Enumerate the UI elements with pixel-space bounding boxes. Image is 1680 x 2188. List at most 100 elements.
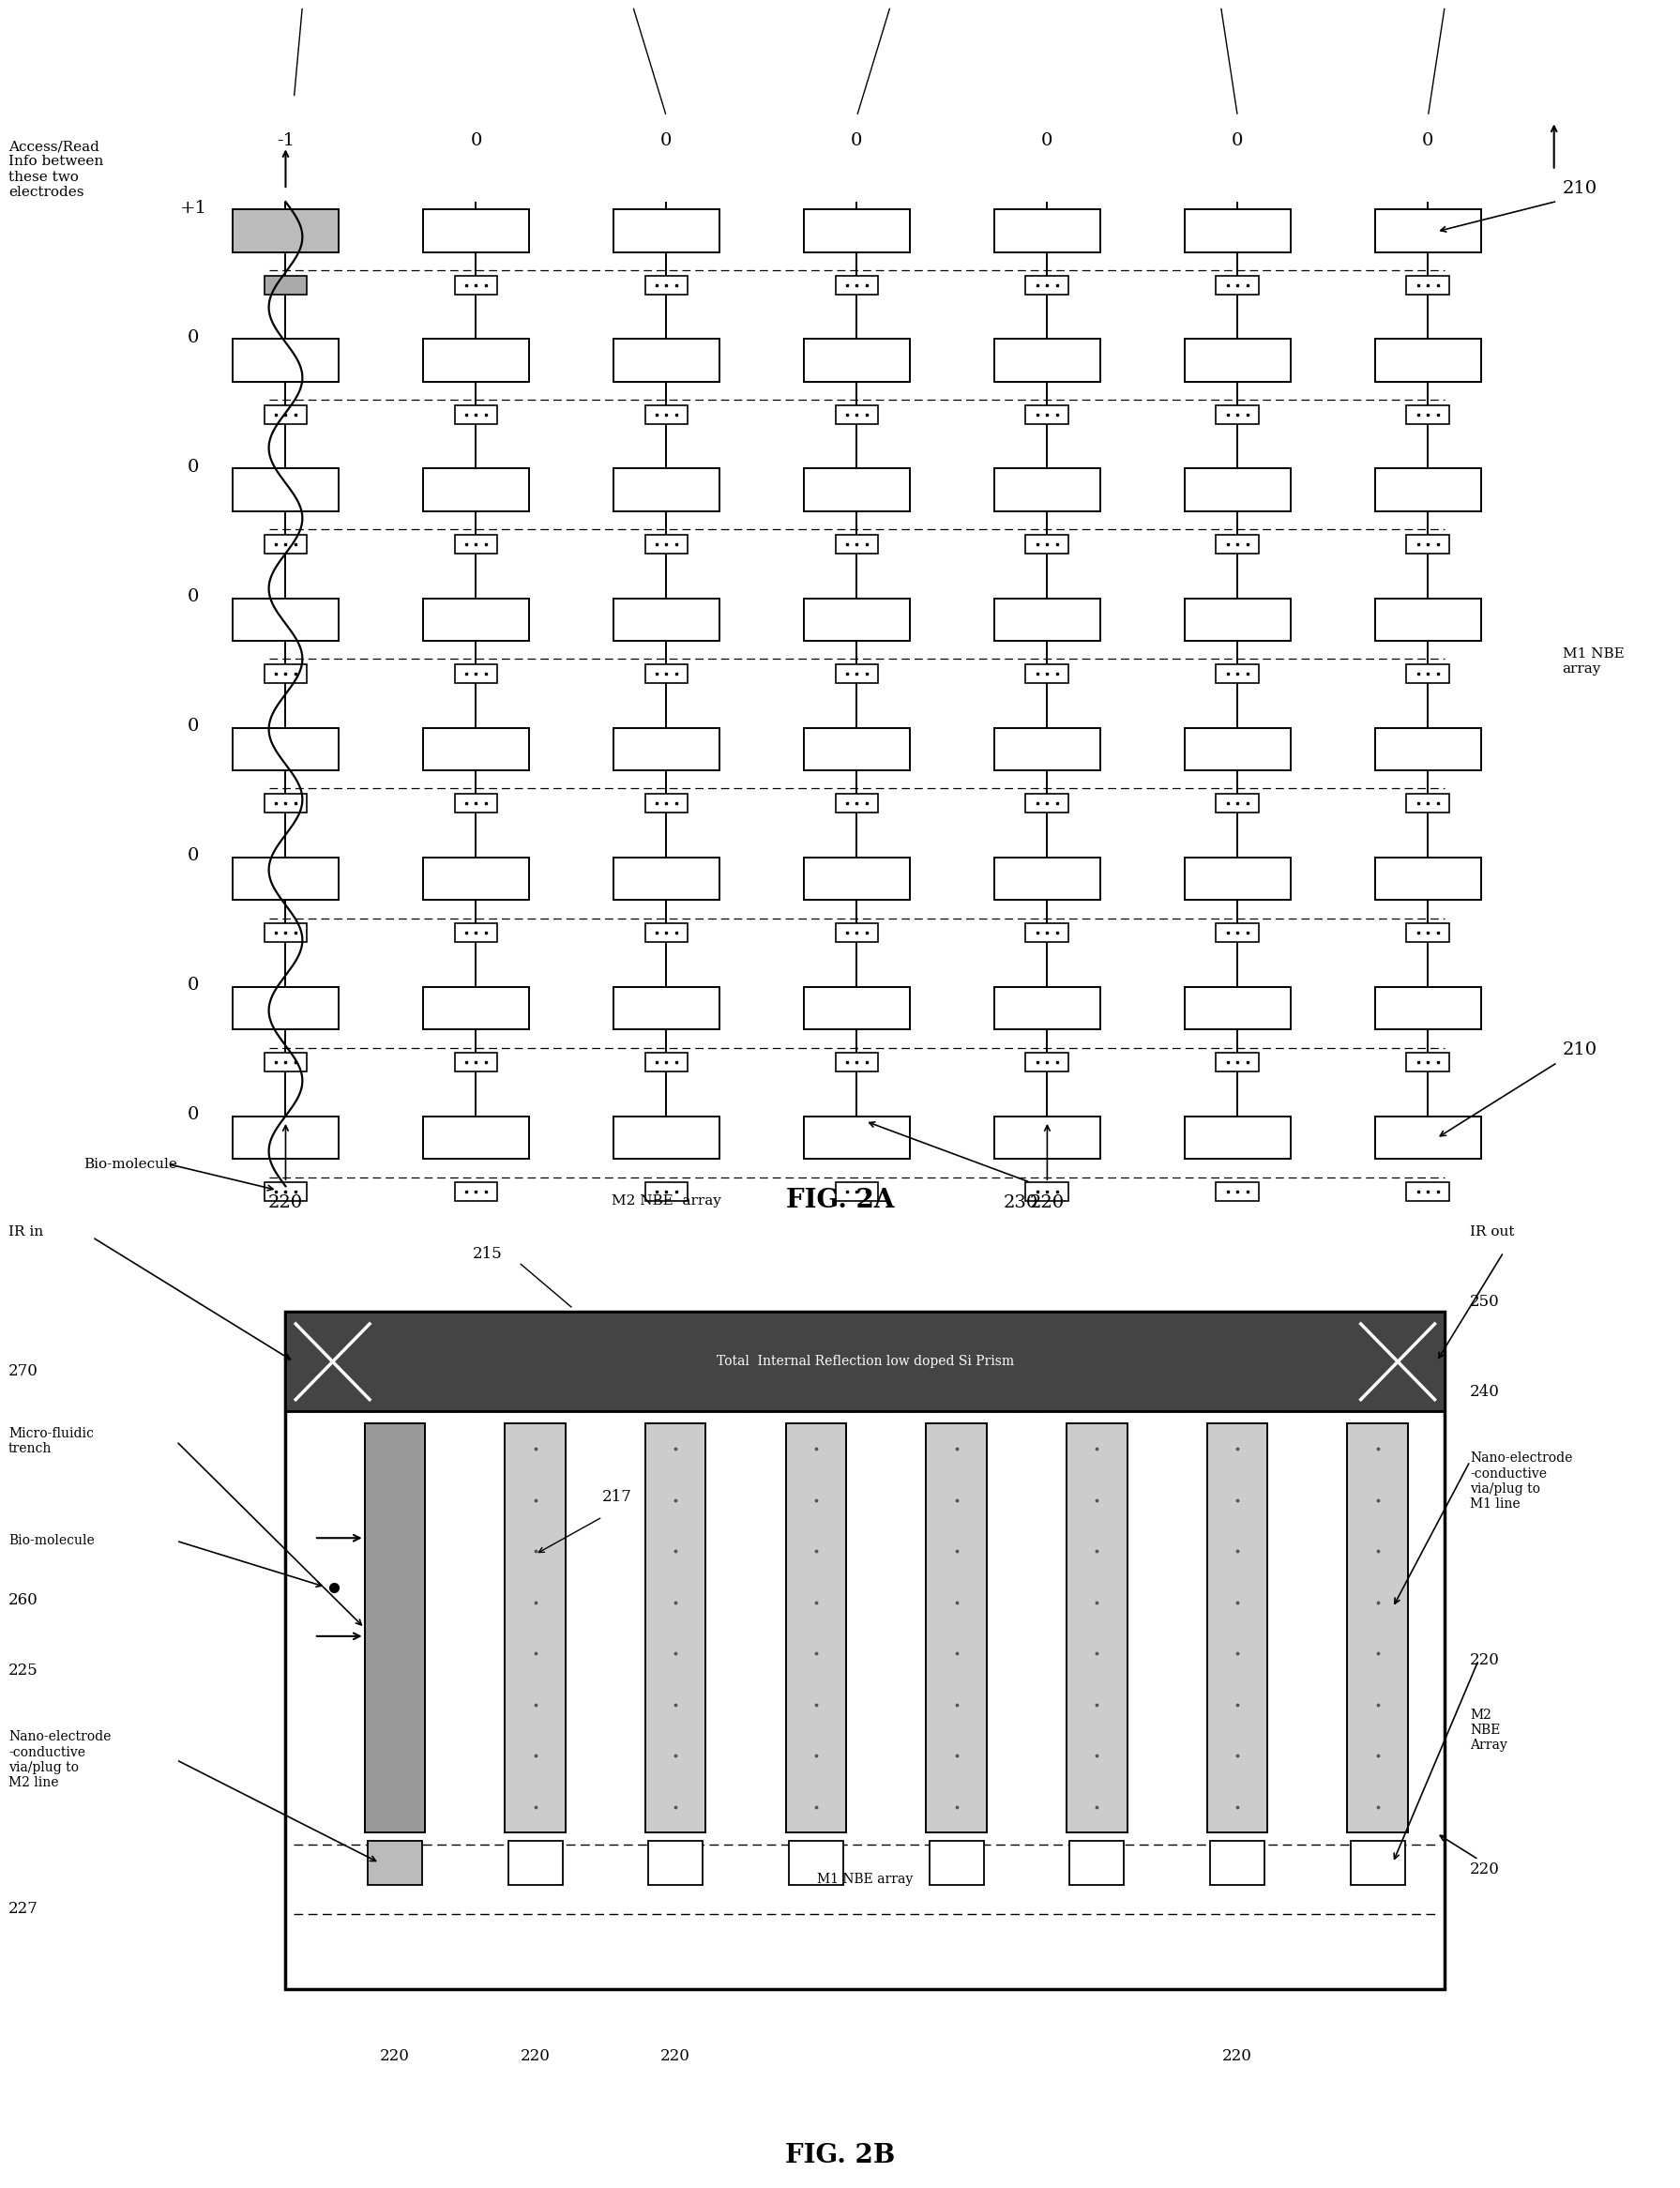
- Text: 0: 0: [188, 589, 198, 606]
- Bar: [264, 923, 307, 941]
- Bar: [645, 405, 687, 424]
- Bar: [803, 339, 911, 383]
- Bar: [264, 665, 307, 683]
- Bar: [995, 729, 1100, 770]
- Bar: [995, 1116, 1100, 1160]
- Bar: [1026, 405, 1068, 424]
- Bar: [232, 1116, 339, 1160]
- Bar: [264, 1052, 307, 1072]
- Bar: [232, 987, 339, 1031]
- Bar: [995, 210, 1100, 252]
- Text: 0: 0: [660, 133, 672, 149]
- Text: 0: 0: [188, 1107, 198, 1122]
- Bar: [1216, 405, 1258, 424]
- Bar: [786, 1424, 847, 1834]
- Text: -1: -1: [277, 133, 294, 149]
- Bar: [455, 405, 497, 424]
- Bar: [790, 1840, 843, 1886]
- Bar: [1184, 987, 1290, 1031]
- Text: 220: 220: [380, 2048, 410, 2065]
- Bar: [645, 1182, 687, 1201]
- Bar: [1216, 276, 1258, 293]
- Bar: [1374, 339, 1482, 383]
- Text: FIG. 2B: FIG. 2B: [785, 2142, 895, 2168]
- Bar: [1406, 1182, 1450, 1201]
- Bar: [835, 794, 879, 812]
- Bar: [423, 987, 529, 1031]
- Text: M1 NBE array: M1 NBE array: [816, 1873, 914, 1886]
- Bar: [1026, 276, 1068, 293]
- Bar: [264, 534, 307, 554]
- Text: 220: 220: [660, 2048, 690, 2065]
- Bar: [645, 534, 687, 554]
- Bar: [1216, 1052, 1258, 1072]
- Bar: [423, 1116, 529, 1160]
- Bar: [613, 597, 719, 641]
- Bar: [995, 858, 1100, 899]
- Bar: [1347, 1424, 1408, 1834]
- Bar: [613, 858, 719, 899]
- Bar: [286, 1313, 1445, 1989]
- Bar: [835, 1182, 879, 1201]
- Text: 215: 215: [472, 1247, 502, 1262]
- Bar: [1067, 1424, 1127, 1834]
- Bar: [613, 729, 719, 770]
- Bar: [1374, 1116, 1482, 1160]
- Bar: [1210, 1840, 1265, 1886]
- Text: Nano-electrode
-conductive
via/plug to
M2 line: Nano-electrode -conductive via/plug to M…: [8, 1731, 111, 1790]
- Text: 240: 240: [1470, 1383, 1500, 1400]
- Bar: [423, 210, 529, 252]
- Text: Nano-electrode
-conductive
via/plug to
M1 line: Nano-electrode -conductive via/plug to M…: [1470, 1453, 1572, 1510]
- Text: Access/Read
Info between
these two
electrodes: Access/Read Info between these two elect…: [8, 140, 104, 199]
- Bar: [232, 339, 339, 383]
- Bar: [803, 1116, 911, 1160]
- Bar: [645, 1052, 687, 1072]
- Text: 0: 0: [852, 133, 862, 149]
- Bar: [1374, 468, 1482, 512]
- Text: M2 NBE  array: M2 NBE array: [612, 1195, 721, 1208]
- Bar: [835, 534, 879, 554]
- Bar: [995, 987, 1100, 1031]
- Text: Bio-molecule: Bio-molecule: [84, 1157, 178, 1171]
- Bar: [264, 276, 307, 293]
- Bar: [613, 468, 719, 512]
- Bar: [1406, 665, 1450, 683]
- Text: 0: 0: [470, 133, 482, 149]
- Text: 220: 220: [521, 2048, 549, 2065]
- Bar: [1406, 794, 1450, 812]
- Bar: [264, 405, 307, 424]
- Text: 227: 227: [8, 1901, 39, 1917]
- Bar: [423, 858, 529, 899]
- Bar: [835, 923, 879, 941]
- Text: 220: 220: [269, 1195, 302, 1212]
- Bar: [1406, 1052, 1450, 1072]
- Bar: [232, 858, 339, 899]
- Bar: [455, 1052, 497, 1072]
- Bar: [1374, 729, 1482, 770]
- Bar: [368, 1840, 422, 1886]
- Bar: [995, 468, 1100, 512]
- Bar: [455, 276, 497, 293]
- Text: 260: 260: [8, 1593, 39, 1608]
- Bar: [803, 468, 911, 512]
- Bar: [506, 1424, 566, 1834]
- Text: Micro-fluidic
trench: Micro-fluidic trench: [8, 1427, 94, 1455]
- Bar: [423, 729, 529, 770]
- Bar: [613, 210, 719, 252]
- Bar: [1374, 597, 1482, 641]
- Text: 0: 0: [188, 459, 198, 475]
- Text: 0: 0: [1042, 133, 1053, 149]
- Bar: [648, 1840, 702, 1886]
- Bar: [1406, 923, 1450, 941]
- Bar: [423, 468, 529, 512]
- Text: 0: 0: [188, 330, 198, 346]
- Bar: [455, 665, 497, 683]
- Bar: [1184, 339, 1290, 383]
- Bar: [929, 1840, 983, 1886]
- Bar: [232, 468, 339, 512]
- Text: IR out: IR out: [1470, 1225, 1515, 1238]
- Bar: [1406, 405, 1450, 424]
- Bar: [365, 1424, 425, 1834]
- Bar: [803, 987, 911, 1031]
- Bar: [1351, 1840, 1404, 1886]
